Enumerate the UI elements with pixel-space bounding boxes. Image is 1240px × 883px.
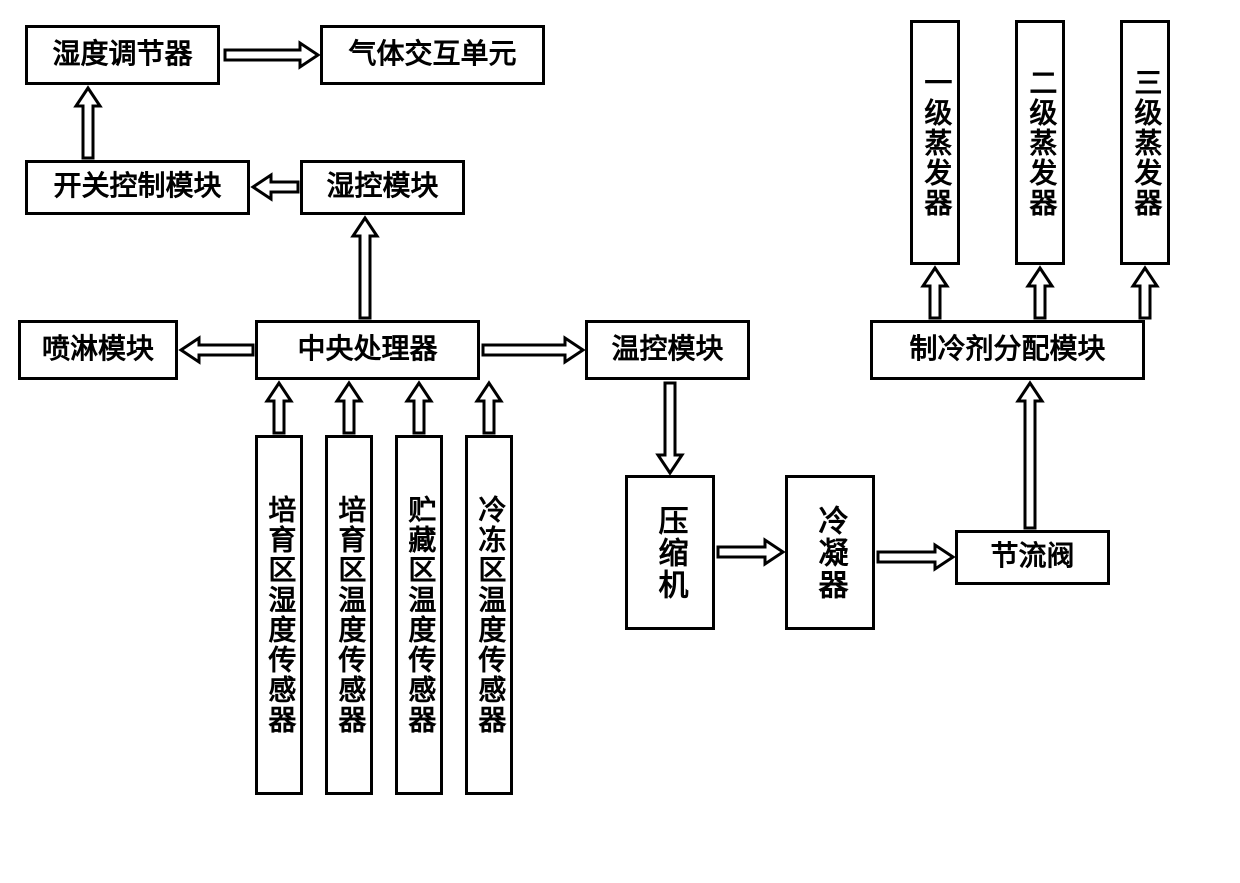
box-switch-control-module: 开关控制模块 [25, 160, 250, 215]
box-sensor-storage-temp: 贮藏区温度传感器 [395, 435, 443, 795]
arrow [337, 383, 361, 433]
arrow [483, 338, 583, 362]
arrow [1028, 268, 1052, 318]
box-refrigerant-dist-module: 制冷剂分配模块 [870, 320, 1145, 380]
box-temp-control-module: 温控模块 [585, 320, 750, 380]
box-spray-module: 喷淋模块 [18, 320, 178, 380]
arrow [76, 88, 100, 158]
label: 培育区温度传感器 [334, 495, 365, 735]
box-gas-exchange-unit: 气体交互单元 [320, 25, 545, 85]
arrow [225, 43, 318, 67]
box-sensor-incubation-humidity: 培育区湿度传感器 [255, 435, 303, 795]
arrow [878, 545, 953, 569]
label: 冷凝器 [814, 505, 847, 601]
diagram-canvas: 湿度调节器 气体交互单元 开关控制模块 湿控模块 喷淋模块 中央处理器 温控模块… [0, 0, 1240, 883]
box-throttle-valve: 节流阀 [955, 530, 1110, 585]
box-central-processor: 中央处理器 [255, 320, 480, 380]
label: 二级蒸发器 [1025, 68, 1056, 218]
arrow [1018, 383, 1042, 528]
box-condenser: 冷凝器 [785, 475, 875, 630]
label: 一级蒸发器 [920, 68, 951, 218]
arrow [267, 383, 291, 433]
label: 节流阀 [990, 542, 1074, 573]
arrow [658, 383, 682, 473]
box-evaporator-2: 二级蒸发器 [1015, 20, 1065, 265]
label: 冷冻区温度传感器 [474, 495, 505, 735]
arrow [718, 540, 783, 564]
arrow [353, 218, 377, 318]
box-sensor-freeze-temp: 冷冻区温度传感器 [465, 435, 513, 795]
box-humidity-control-module: 湿控模块 [300, 160, 465, 215]
arrow [1133, 268, 1157, 318]
label: 湿度调节器 [52, 40, 192, 71]
box-humidity-regulator: 湿度调节器 [25, 25, 220, 85]
label: 开关控制模块 [53, 172, 221, 203]
label: 喷淋模块 [42, 335, 154, 366]
box-compressor: 压缩机 [625, 475, 715, 630]
label: 制冷剂分配模块 [909, 335, 1105, 366]
label: 三级蒸发器 [1130, 68, 1161, 218]
box-sensor-incubation-temp: 培育区温度传感器 [325, 435, 373, 795]
arrow [923, 268, 947, 318]
label: 中央处理器 [297, 335, 437, 366]
label: 温控模块 [611, 335, 723, 366]
label: 气体交互单元 [348, 40, 516, 71]
box-evaporator-3: 三级蒸发器 [1120, 20, 1170, 265]
arrow [477, 383, 501, 433]
label: 培育区湿度传感器 [264, 495, 295, 735]
arrow [407, 383, 431, 433]
box-evaporator-1: 一级蒸发器 [910, 20, 960, 265]
label: 湿控模块 [326, 172, 438, 203]
arrow [181, 338, 253, 362]
label: 贮藏区温度传感器 [404, 495, 435, 735]
label: 压缩机 [654, 505, 687, 601]
arrow [253, 175, 298, 199]
